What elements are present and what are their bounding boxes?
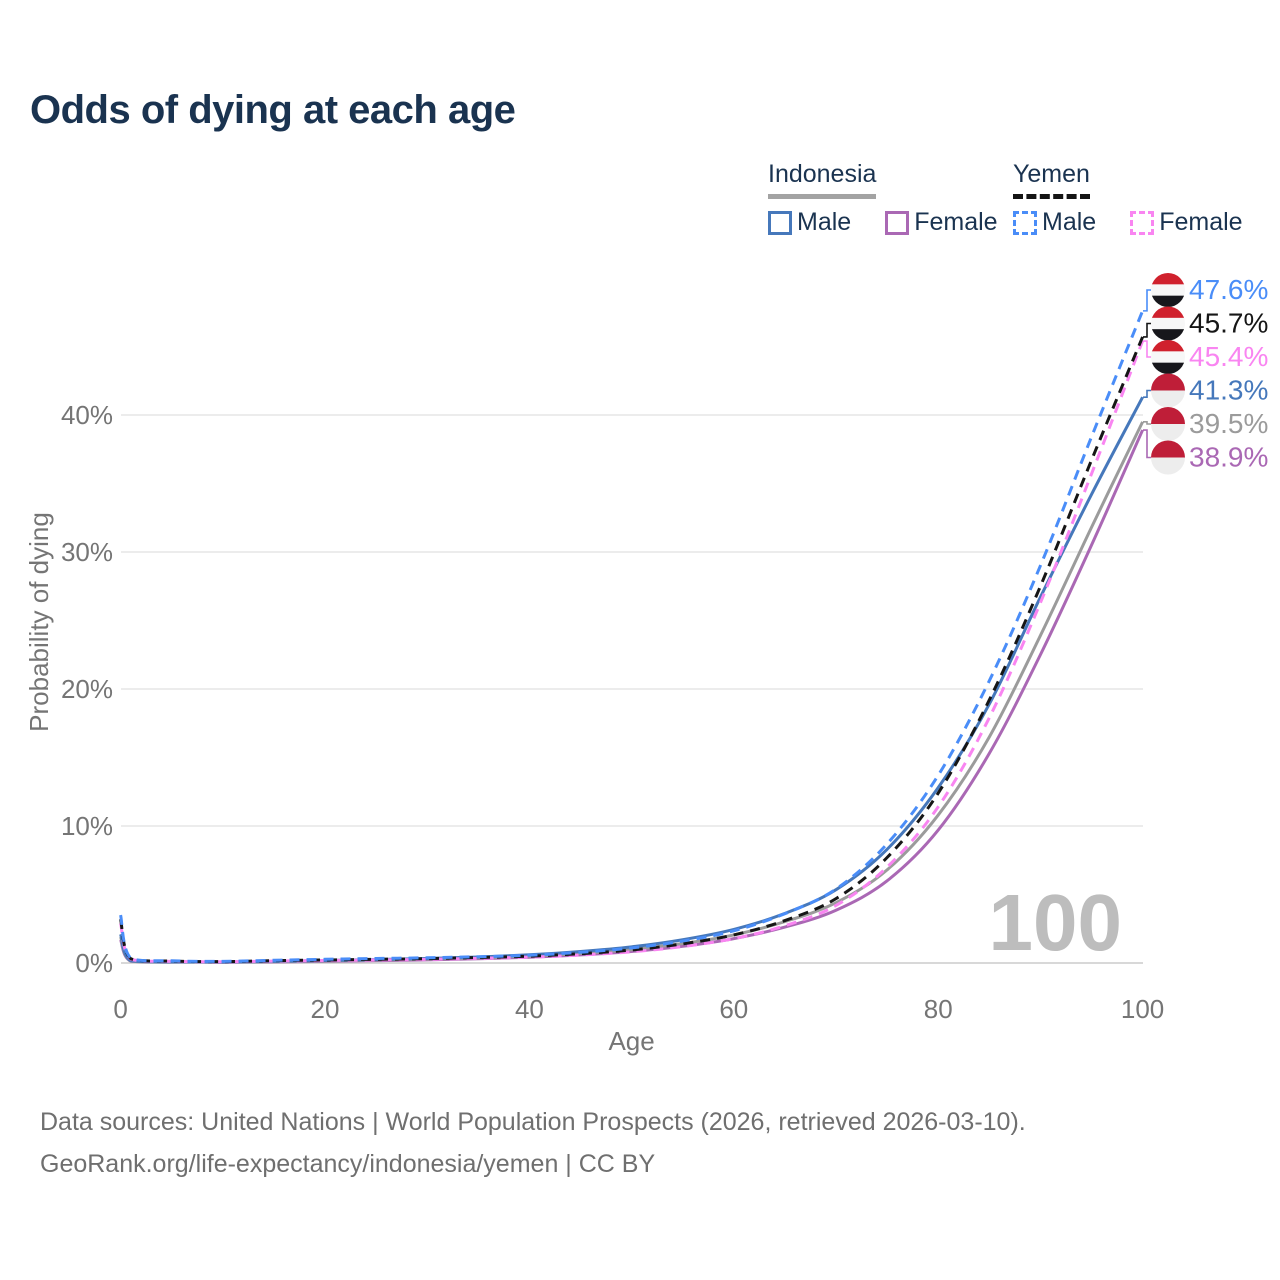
y-tick-label: 30% xyxy=(61,537,113,567)
x-axis-title: Age xyxy=(608,1026,654,1056)
indonesia-male-swatch-icon xyxy=(768,210,792,235)
end-value-label-indonesia_female: 38.9% xyxy=(1189,442,1268,473)
y-tick-label: 0% xyxy=(75,948,113,978)
attribution-note: GeoRank.org/life-expectancy/indonesia/ye… xyxy=(40,1150,656,1178)
yemen-flag-icon xyxy=(1151,306,1185,341)
label-connector xyxy=(1143,421,1151,425)
end-value-label-yemen_male: 47.6% xyxy=(1189,274,1268,305)
indonesia-flag-icon xyxy=(1151,373,1185,408)
legend-item-yemen-male[interactable]: Male xyxy=(1013,208,1096,237)
line-yemen_male xyxy=(119,310,1144,963)
label-connector xyxy=(1143,322,1151,338)
yemen-flag-icon xyxy=(1151,273,1185,307)
end-value-label-yemen_female: 45.4% xyxy=(1189,341,1268,372)
yemen-female-swatch-icon xyxy=(1130,210,1155,235)
yemen-flag-icon xyxy=(1151,340,1185,374)
data-sources-note: Data sources: United Nations | World Pop… xyxy=(40,1108,1026,1136)
legend-row-indonesia: Male Female xyxy=(768,208,998,237)
end-value-label-indonesia_total: 39.5% xyxy=(1189,408,1268,439)
legend-country-indonesia: Indonesia xyxy=(768,160,877,199)
legend-group-yemen: Yemen Male Female xyxy=(1013,160,1243,237)
label-connector xyxy=(1143,340,1151,358)
legend-item-indonesia-male[interactable]: Male xyxy=(768,208,851,237)
y-axis-title: Probability of dying xyxy=(24,512,54,732)
y-tick-label: 10% xyxy=(61,811,113,841)
age-watermark: 100 xyxy=(989,878,1122,967)
legend-label: Female xyxy=(914,208,998,236)
end-value-label-indonesia_male: 41.3% xyxy=(1189,375,1268,406)
x-tick-label: 80 xyxy=(924,994,953,1024)
end-value-label-yemen_total: 45.7% xyxy=(1189,308,1268,339)
legend-item-indonesia-female[interactable]: Female xyxy=(885,208,998,237)
legend-label: Male xyxy=(797,208,852,236)
y-tick-label: 40% xyxy=(61,400,113,430)
label-connector xyxy=(1143,389,1151,398)
y-tick-label: 20% xyxy=(61,674,113,704)
x-tick-label: 20 xyxy=(311,994,340,1024)
line-yemen_total xyxy=(119,336,1144,964)
indonesia-flag-icon xyxy=(1151,407,1185,441)
x-tick-label: 40 xyxy=(515,994,544,1024)
indonesia-female-swatch-icon xyxy=(885,210,910,235)
x-tick-label: 60 xyxy=(719,994,748,1024)
indonesia-flag-icon xyxy=(1151,440,1185,475)
x-tick-label: 100 xyxy=(1121,994,1164,1024)
label-connector xyxy=(1143,429,1151,459)
label-connector xyxy=(1143,289,1151,312)
legend-label: Female xyxy=(1159,208,1243,236)
line-yemen_female xyxy=(119,340,1144,964)
legend-row-yemen: Male Female xyxy=(1013,208,1243,237)
legend-item-yemen-female[interactable]: Female xyxy=(1130,208,1243,237)
yemen-male-swatch-icon xyxy=(1013,210,1037,235)
page-title: Odds of dying at each age xyxy=(30,88,516,132)
legend-label: Male xyxy=(1042,208,1097,236)
legend-group-indonesia: Indonesia Male Female xyxy=(768,160,998,237)
legend-country-yemen: Yemen xyxy=(1013,160,1090,199)
x-tick-label: 0 xyxy=(113,994,127,1024)
